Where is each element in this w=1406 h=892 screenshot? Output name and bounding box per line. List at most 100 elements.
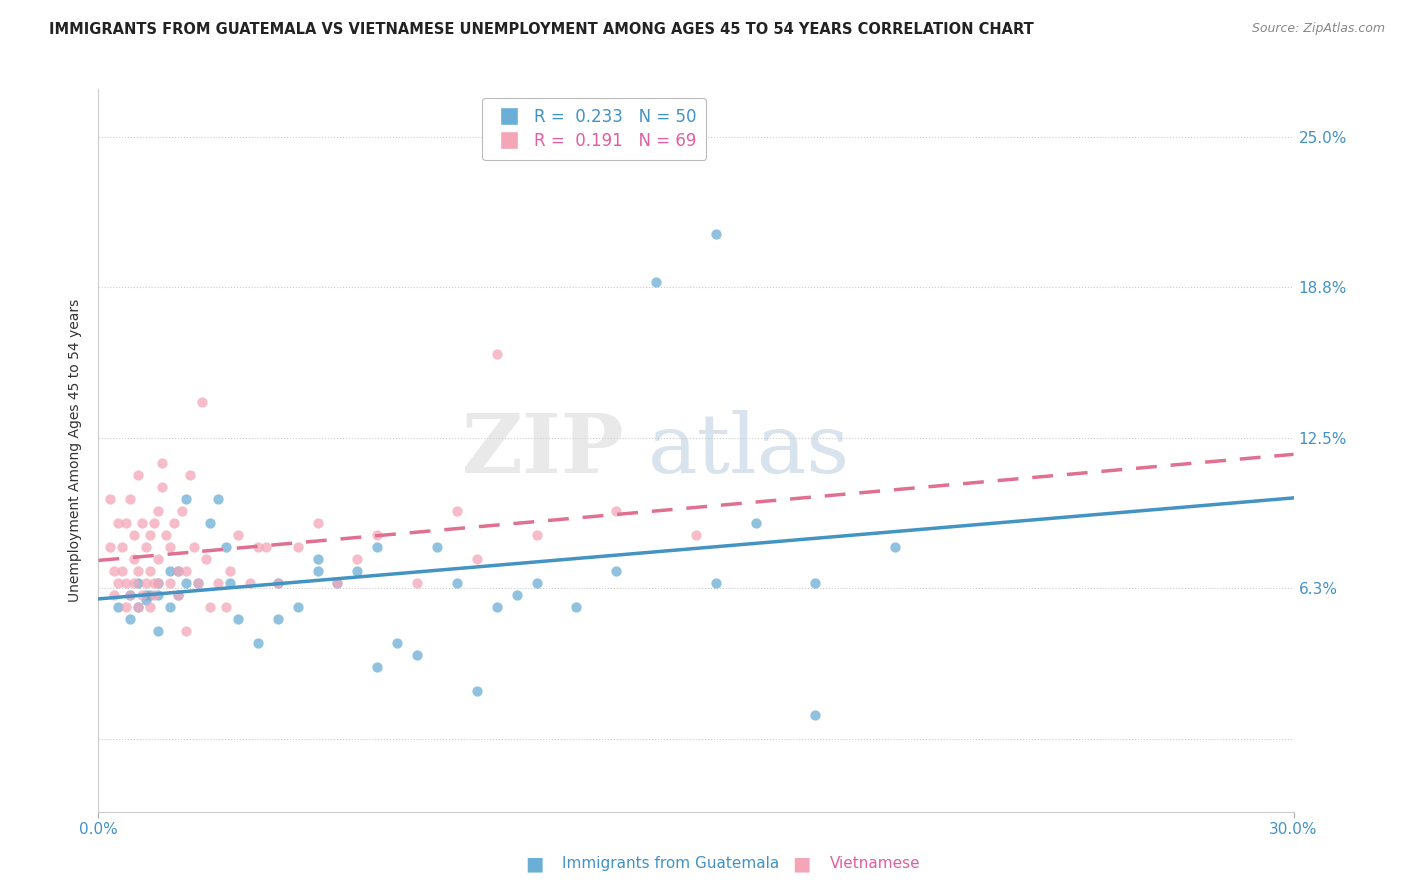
Point [346,564,368,578]
Point [254,540,277,554]
Point [287,599,309,614]
Point [163,516,186,530]
Point [685,528,707,542]
Point [207,491,229,506]
Point [167,588,190,602]
Point [246,540,269,554]
Point [366,528,388,542]
Point [219,564,242,578]
Text: ■: ■ [524,854,544,873]
Point [174,576,197,591]
Point [526,576,548,591]
Point [148,576,170,591]
Point [143,516,166,530]
Point [804,576,827,591]
Point [506,588,529,602]
Point [187,576,209,591]
Point [148,624,170,639]
Point [198,516,221,530]
Point [485,599,508,614]
Point [195,551,218,566]
Point [98,491,122,506]
Point [179,467,201,482]
Point [485,347,508,361]
Text: Immigrants from Guatemala: Immigrants from Guatemala [562,856,780,871]
Point [226,612,249,626]
Point [191,395,214,409]
Point [120,491,142,506]
Point [139,588,162,602]
Point [115,576,138,591]
Text: ZIP: ZIP [461,410,624,491]
Point [526,528,548,542]
Point [124,576,146,591]
Point [107,576,129,591]
Point [98,540,122,554]
Point [174,564,197,578]
Point [307,551,329,566]
Text: Vietnamese: Vietnamese [830,856,920,871]
Point [167,588,190,602]
Point [127,599,149,614]
Point [187,576,209,591]
Point [346,551,368,566]
Point [148,588,170,602]
Point [326,576,349,591]
Point [120,588,142,602]
Y-axis label: Unemployment Among Ages 45 to 54 years: Unemployment Among Ages 45 to 54 years [69,299,83,602]
Point [107,599,129,614]
Point [385,636,409,650]
Point [135,540,157,554]
Point [267,576,290,591]
Point [645,275,668,289]
Text: ■: ■ [792,854,811,873]
Point [215,599,238,614]
Point [127,576,149,591]
Point [605,564,627,578]
Point [120,612,142,626]
Point [406,576,429,591]
Point [267,576,290,591]
Point [139,564,162,578]
Point [135,588,157,602]
Point [124,528,146,542]
Point [267,612,290,626]
Point [406,648,429,662]
Point [565,599,588,614]
Point [198,599,221,614]
Point [446,503,468,517]
Point [148,551,170,566]
Point [804,708,827,723]
Point [148,503,170,517]
Point [111,564,134,578]
Point [174,624,197,639]
Point [115,516,138,530]
Point [215,540,238,554]
Point [172,503,194,517]
Point [207,576,229,591]
Text: IMMIGRANTS FROM GUATEMALA VS VIETNAMESE UNEMPLOYMENT AMONG AGES 45 TO 54 YEARS C: IMMIGRANTS FROM GUATEMALA VS VIETNAMESE … [49,22,1033,37]
Point [167,564,190,578]
Point [148,576,170,591]
Point [366,660,388,674]
Point [704,227,727,241]
Point [159,540,181,554]
Point [307,516,329,530]
Point [159,576,181,591]
Point [150,455,173,469]
Point [131,516,153,530]
Point [167,564,190,578]
Point [143,576,166,591]
Text: Source: ZipAtlas.com: Source: ZipAtlas.com [1251,22,1385,36]
Point [226,528,249,542]
Point [446,576,468,591]
Point [120,588,142,602]
Point [139,528,162,542]
Point [159,564,181,578]
Point [135,576,157,591]
Point [884,540,907,554]
Point [326,576,349,591]
Point [465,684,488,698]
Point [124,551,146,566]
Point [287,540,309,554]
